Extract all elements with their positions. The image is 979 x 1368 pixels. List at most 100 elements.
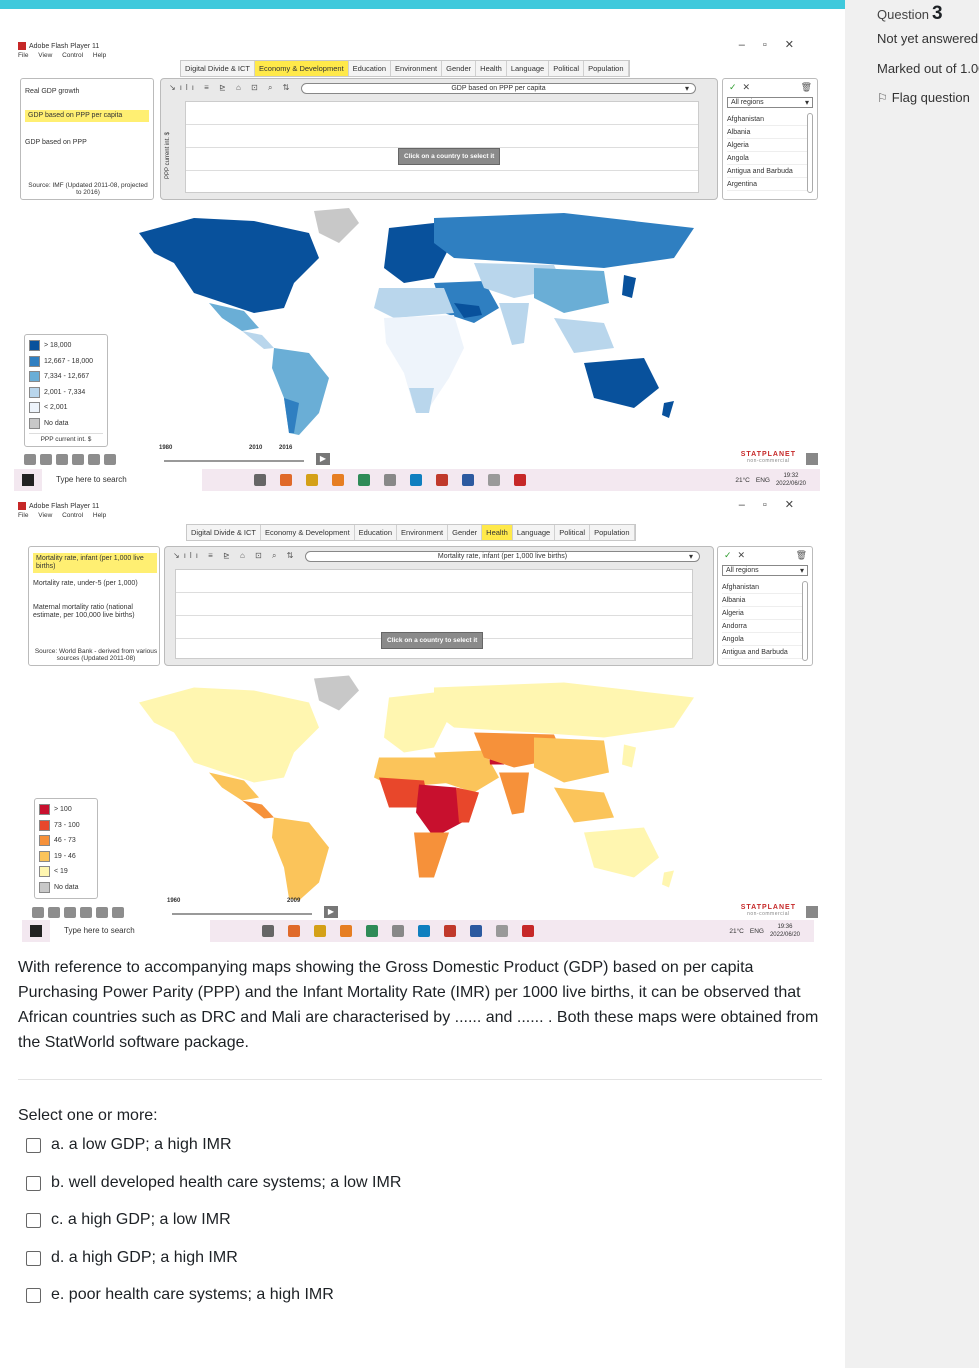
list-item[interactable]: Algeria [727,139,807,152]
scrollbar[interactable] [802,581,808,661]
list-item[interactable]: Andorra [722,620,802,633]
windows-start-icon[interactable] [30,925,42,937]
map-europe [384,223,449,283]
taskbar-apps[interactable] [254,474,526,486]
tab-environment[interactable]: Environment [391,61,443,76]
list-item[interactable]: Angola [727,152,807,165]
world-map-gdp[interactable] [134,203,704,438]
map-india [499,772,529,815]
indicator-panel: Mortality rate, infant (per 1,000 live b… [28,546,160,666]
answer-option-b[interactable]: b. well developed health care systems; a… [26,1174,401,1192]
tab-digital-divide[interactable]: Digital Divide & ICT [187,525,262,540]
scrollbar[interactable] [807,113,813,193]
time-control-bar: 1960 2009 ▶ STATPLANET non-commercial [32,898,832,920]
clock: 19:36 2022/06/20 [769,924,800,938]
tab-political[interactable]: Political [555,525,591,540]
indicator-dropdown[interactable]: Mortality rate, infant (per 1,000 live b… [305,551,700,562]
region-dropdown[interactable]: All regions [722,565,808,576]
windows-taskbar: Type here to search 21°C ENG 19:32 2022/0… [14,469,820,491]
trash-icon[interactable]: 🗑 [795,550,807,560]
list-item[interactable]: Algeria [722,607,802,620]
chart-toolbar-icons[interactable]: ↘ılı ≡ ⊵ ⌂ ⊡ ⌕ ⇅ [173,551,298,560]
timeline-slider[interactable] [172,913,312,915]
menu-control[interactable]: Control [62,512,84,519]
taskbar-search[interactable]: Type here to search [42,469,202,491]
indicator-maternal-mortality[interactable]: Maternal mortality ratio (national estim… [33,604,135,619]
checkbox[interactable] [26,1137,41,1153]
weather-temp: 21°C [729,927,744,935]
window-controls[interactable]: –▫✕ [738,39,812,51]
list-item[interactable]: Antigua and Barbuda [727,165,807,178]
fullscreen-icon[interactable] [806,906,818,918]
checkbox[interactable] [26,1175,41,1191]
taskbar-search[interactable]: Type here to search [50,920,210,942]
tab-digital-divide[interactable]: Digital Divide & ICT [181,61,256,76]
top-accent-bar [0,0,845,9]
chart-plot-area[interactable]: Click on a country to select it [185,101,699,193]
region-dropdown[interactable]: All regions [727,97,813,108]
legend-row: > 18,000 [29,338,103,354]
checkbox[interactable] [26,1212,41,1228]
toolbar-icons[interactable] [24,454,116,465]
tab-population[interactable]: Population [590,525,635,540]
list-item[interactable]: Afghanistan [727,113,807,126]
menu-view[interactable]: View [38,52,53,59]
indicator-infant-mortality[interactable]: Mortality rate, infant (per 1,000 live b… [33,553,157,573]
indicator-gdp-ppp[interactable]: GDP based on PPP [25,139,87,146]
tab-health[interactable]: Health [476,61,507,76]
tab-economy[interactable]: Economy & Development [261,525,355,540]
indicator-dropdown[interactable]: GDP based on PPP per capita [301,83,696,94]
world-map-imr[interactable] [134,670,704,905]
list-item[interactable]: Antigua and Barbuda [722,646,802,659]
answer-option-e[interactable]: e. poor health care systems; a high IMR [26,1286,334,1304]
indicator-real-gdp[interactable]: Real GDP growth [25,88,80,95]
tab-gender[interactable]: Gender [442,61,477,76]
menu-view[interactable]: View [38,512,53,519]
fullscreen-icon[interactable] [806,453,818,465]
taskbar-apps[interactable] [262,925,534,937]
list-item[interactable]: Albania [727,126,807,139]
menu-file[interactable]: File [18,52,29,59]
trash-icon[interactable]: 🗑 [800,82,812,92]
tab-education[interactable]: Education [355,525,398,540]
answer-option-c[interactable]: c. a high GDP; a low IMR [26,1211,231,1229]
checkbox[interactable] [26,1250,41,1266]
checkbox[interactable] [26,1287,41,1303]
tab-population[interactable]: Population [584,61,629,76]
windows-start-icon[interactable] [22,474,34,486]
play-button[interactable]: ▶ [324,906,338,918]
play-button[interactable]: ▶ [316,453,330,465]
tab-environment[interactable]: Environment [397,525,449,540]
tab-education[interactable]: Education [349,61,392,76]
menu-file[interactable]: File [18,512,29,519]
tab-language[interactable]: Language [513,525,556,540]
select-controls[interactable]: ✓ ✕ [729,82,750,93]
timeline-slider[interactable] [164,460,304,462]
menu-help[interactable]: Help [92,52,107,59]
chart-plot-area[interactable]: Click on a country to select it [175,569,693,659]
list-item[interactable]: Afghanistan [722,581,802,594]
flag-question-link[interactable]: ⚐ Flag question [877,90,970,105]
select-controls[interactable]: ✓ ✕ [724,550,745,561]
list-item[interactable]: Angola [722,633,802,646]
indicator-under5-mortality[interactable]: Mortality rate, under-5 (per 1,000) [33,580,138,587]
chart-toolbar-icons[interactable]: ↘ılı ≡ ⊵ ⌂ ⊡ ⌕ ⇅ [169,83,294,92]
list-item[interactable]: Albania [722,594,802,607]
toolbar-icons[interactable] [32,907,124,918]
time-control-bar: 1980 2010 2016 ▶ STATPLANET non-commercia… [24,445,824,467]
menu-control[interactable]: Control [62,52,84,59]
map-mexico [209,772,259,801]
tab-gender[interactable]: Gender [448,525,483,540]
select-label: Select one or more: [18,1107,158,1124]
tab-political[interactable]: Political [549,61,585,76]
answer-option-a[interactable]: a. a low GDP; a high IMR [26,1136,232,1154]
menu-help[interactable]: Help [92,512,107,519]
window-controls[interactable]: –▫✕ [738,499,812,511]
list-item[interactable]: Argentina [727,178,807,191]
tab-language[interactable]: Language [507,61,550,76]
tab-health[interactable]: Health [482,525,513,540]
indicator-gdp-ppp-capita[interactable]: GDP based on PPP per capita [25,110,149,122]
answer-option-d[interactable]: d. a high GDP; a high IMR [26,1249,238,1267]
tab-economy[interactable]: Economy & Development [255,61,349,76]
question-text: With reference to accompanying maps show… [18,959,819,1051]
